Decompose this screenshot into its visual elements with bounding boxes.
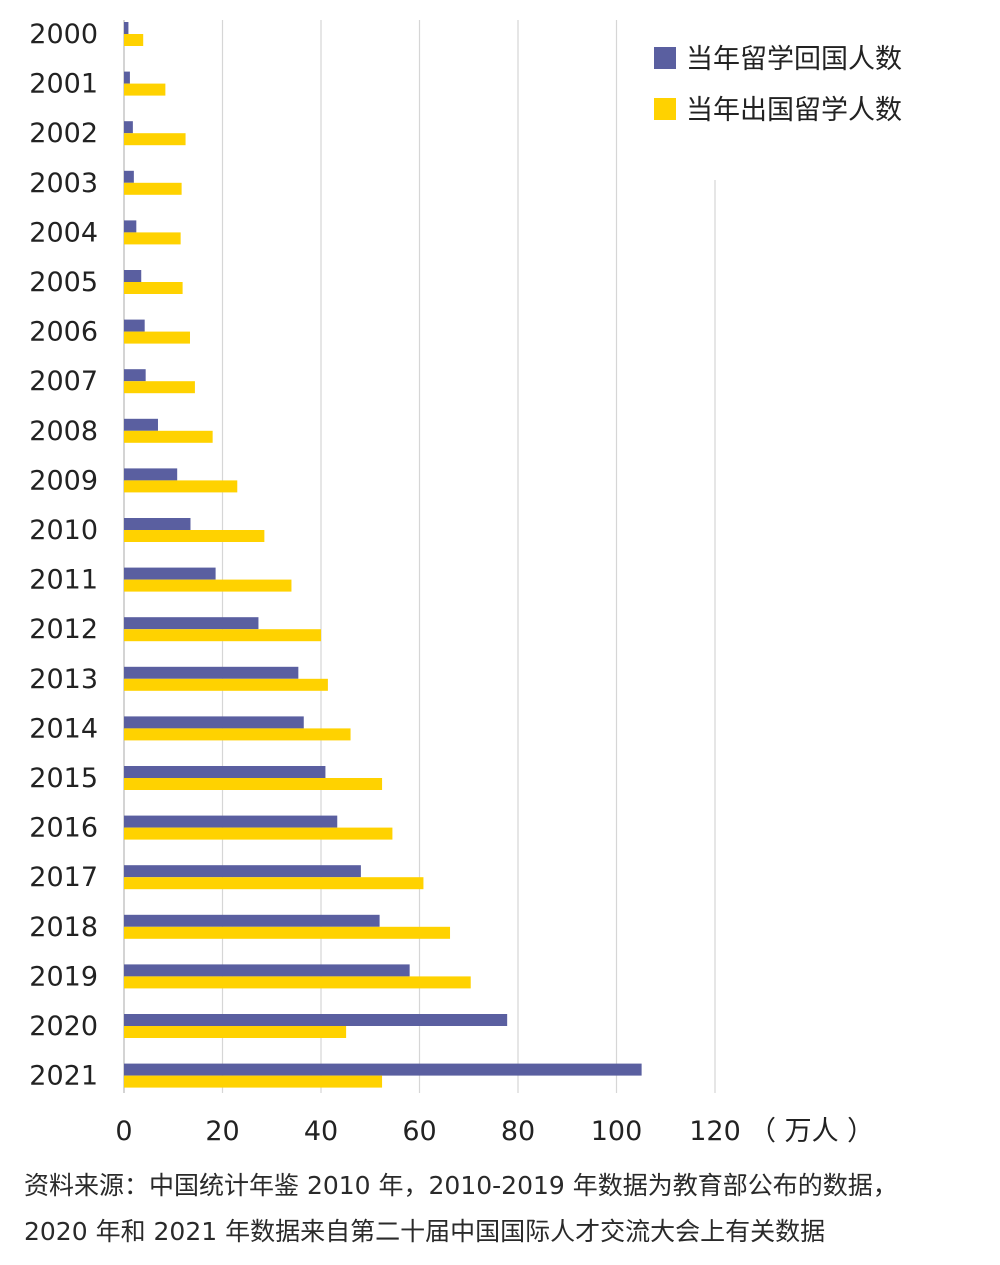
- year-labels: 2000 2001 2002 2003 2004 2005 2006 2007 2008 2009…: [29, 19, 98, 1092]
- bar-outbound-2012: [124, 629, 321, 642]
- grid-lines: [123, 20, 716, 1093]
- x-tick-label: 80: [501, 1116, 535, 1147]
- x-tick-label: 100: [591, 1116, 643, 1147]
- year-label: 2009: [29, 465, 98, 496]
- year-label: 2012: [29, 614, 98, 645]
- bar-returnees-2018: [124, 914, 380, 927]
- year-label: 2019: [29, 961, 98, 992]
- bar-outbound-2010: [124, 530, 265, 542]
- year-label: 2021: [29, 1061, 98, 1092]
- bar-returnees-2004: [124, 220, 137, 233]
- x-axis-unit: （ 万人 ）: [749, 1116, 874, 1147]
- bar-outbound-2003: [124, 182, 182, 195]
- x-tick-label: 120: [689, 1116, 741, 1147]
- bar-outbound-2007: [124, 381, 195, 394]
- bar-returnees-2021: [124, 1063, 642, 1076]
- year-label: 2014: [29, 713, 98, 744]
- year-label: 2002: [29, 118, 98, 149]
- bar-outbound-2000: [124, 34, 144, 46]
- year-label: 2006: [29, 317, 98, 348]
- bar-outbound-2004: [124, 232, 181, 245]
- x-tick-label: 60: [402, 1116, 436, 1147]
- bar-outbound-2002: [124, 133, 186, 146]
- x-tick-label: 40: [304, 1116, 338, 1147]
- year-label: 2017: [29, 862, 98, 893]
- bars: [124, 22, 642, 1088]
- bar-outbound-2011: [124, 579, 292, 592]
- bar-returnees-2014: [124, 716, 304, 729]
- bar-returnees-2019: [124, 964, 410, 977]
- legend-label: 当年留学回国人数: [686, 44, 902, 75]
- bar-returnees-2006: [124, 319, 145, 332]
- bar-returnees-2017: [124, 865, 361, 878]
- bar-returnees-2003: [124, 170, 134, 183]
- bar-outbound-2021: [124, 1075, 383, 1088]
- year-label: 2011: [29, 565, 98, 596]
- bar-returnees-2013: [124, 666, 299, 679]
- bar-returnees-2012: [124, 617, 259, 630]
- source-note-line-1: 资料来源：中国统计年鉴 2010 年，2010-2019 年数据为教育部公布的数…: [24, 1171, 898, 1200]
- bar-outbound-2019: [124, 976, 471, 989]
- bar-returnees-2010: [124, 518, 191, 530]
- source-note-line-2: 2020 年和 2021 年数据来自第二十届中国国际人才交流大会上有关数据: [24, 1217, 826, 1246]
- year-label: 2004: [29, 217, 98, 248]
- year-label: 2001: [29, 69, 98, 100]
- x-tick-label: 0: [115, 1116, 132, 1147]
- year-label: 2016: [29, 813, 98, 844]
- year-label: 2020: [29, 1011, 98, 1042]
- year-label: 2013: [29, 664, 98, 695]
- year-label: 2010: [29, 515, 98, 546]
- bar-returnees-2002: [124, 121, 133, 134]
- bar-outbound-2001: [124, 83, 166, 96]
- bar-returnees-2000: [124, 22, 129, 34]
- bar-outbound-2005: [124, 282, 183, 294]
- bar-outbound-2008: [124, 430, 213, 443]
- bar-returnees-2011: [124, 567, 216, 580]
- bar-returnees-2001: [124, 71, 130, 84]
- year-label: 2003: [29, 168, 98, 199]
- legend-label: 当年出国留学人数: [686, 95, 902, 126]
- bar-returnees-2005: [124, 270, 142, 282]
- legend-swatch: [654, 98, 676, 120]
- year-label: 2018: [29, 912, 98, 943]
- bar-outbound-2017: [124, 877, 424, 890]
- bar-outbound-2014: [124, 728, 351, 741]
- bar-outbound-2020: [124, 1026, 347, 1038]
- bar-outbound-2018: [124, 926, 451, 939]
- year-label: 2008: [29, 416, 98, 447]
- bar-outbound-2006: [124, 331, 190, 344]
- year-label: 2007: [29, 366, 98, 397]
- bar-outbound-2013: [124, 678, 328, 691]
- bar-returnees-2009: [124, 468, 178, 481]
- x-tick-label: 20: [205, 1116, 239, 1147]
- bar-outbound-2016: [124, 827, 393, 840]
- bar-returnees-2016: [124, 815, 338, 828]
- source-note: 资料来源：中国统计年鉴 2010 年，2010-2019 年数据为教育部公布的数…: [24, 1163, 984, 1255]
- year-label: 2015: [29, 763, 98, 794]
- bar-returnees-2008: [124, 418, 158, 431]
- legend-swatch: [654, 47, 676, 69]
- bar-returnees-2015: [124, 766, 326, 778]
- x-axis-ticks: 0 20 40 60 80 100 120 （ 万人 ）: [115, 1116, 874, 1147]
- bar-returnees-2020: [124, 1014, 508, 1026]
- bar-returnees-2007: [124, 369, 146, 382]
- bar-outbound-2009: [124, 480, 238, 493]
- bar-outbound-2015: [124, 778, 383, 790]
- year-label: 2005: [29, 267, 98, 298]
- year-label: 2000: [29, 19, 98, 50]
